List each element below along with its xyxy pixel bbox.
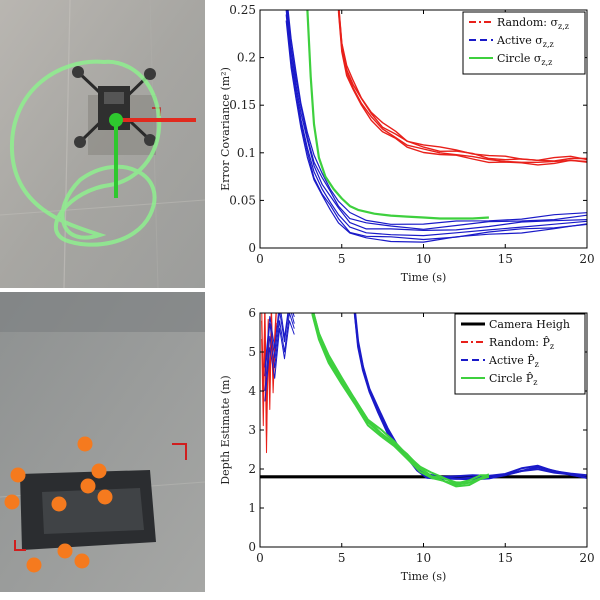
y-tick-label: 4 xyxy=(248,384,256,398)
x-axis-label: Time (s) xyxy=(401,570,447,583)
y-tick-label: 1 xyxy=(248,501,256,515)
drone-trajectory-photo xyxy=(0,0,205,288)
x-axis-label: Time (s) xyxy=(401,271,447,284)
x-tick-label: 5 xyxy=(338,252,346,266)
y-tick-label: 0.15 xyxy=(229,98,256,112)
series-line-2-0 xyxy=(264,313,295,392)
chart-series-group xyxy=(260,313,587,488)
legend-label: Active σz,z xyxy=(496,34,554,49)
feature-points-photo xyxy=(0,292,205,592)
legend-label: Circle P̂z xyxy=(489,372,538,387)
series-line-4-2 xyxy=(311,313,490,488)
x-tick-label: 20 xyxy=(579,252,594,266)
series-line-1-0 xyxy=(285,10,587,237)
y-tick-label: 5 xyxy=(248,345,256,359)
x-tick-label: 10 xyxy=(416,252,431,266)
series-line-0-2 xyxy=(337,11,587,166)
y-tick-label: 3 xyxy=(248,423,256,437)
series-line-4-3 xyxy=(312,313,489,485)
series-line-2-2 xyxy=(264,320,295,402)
x-tick-label: 5 xyxy=(338,551,346,565)
series-line-0-0 xyxy=(337,10,587,164)
series-line-2-3 xyxy=(264,313,295,368)
chart-series-group xyxy=(285,10,587,243)
legend-label: Active P̂z xyxy=(488,354,539,369)
x-tick-label: 10 xyxy=(416,551,431,565)
y-tick-label: 2 xyxy=(248,462,256,476)
series-line-2-0 xyxy=(306,10,489,220)
legend-label: Random: σz,z xyxy=(497,16,569,31)
drone-photo-illustration xyxy=(0,0,205,288)
error-covariance-chart: 0 5 10 15 20 0 0.05 0.1 0.15 0.2 0.25 Time (s) Error… xyxy=(219,3,595,284)
feature-point-markers xyxy=(4,436,113,573)
legend-label: Random: P̂z xyxy=(489,336,554,351)
y-tick-label: 0.1 xyxy=(237,146,256,160)
legend-box xyxy=(462,11,586,75)
y-tick-label: 0.25 xyxy=(229,3,256,17)
legend-label: Camera Heigh xyxy=(489,318,570,331)
series-line-1-1 xyxy=(286,10,587,231)
y-tick-label: 0 xyxy=(248,540,256,554)
x-tick-label: 0 xyxy=(256,551,264,565)
chart-legend: Random: σz,z Active σz,z Circle σz,z xyxy=(462,11,586,75)
legend-box xyxy=(454,313,586,395)
series-line-0-3 xyxy=(338,10,587,162)
y-axis-label: Depth Estimate (m) xyxy=(219,375,232,484)
series-line-1-4 xyxy=(285,20,587,243)
depth-estimate-chart: 0 5 10 15 20 0 1 2 3 4 5 6 Time (s) Depth Estimate (m… xyxy=(219,306,595,583)
y-tick-label: 0 xyxy=(248,241,256,255)
series-line-2-1 xyxy=(264,313,295,377)
chart-legend: Camera Heigh Random: P̂z Active P̂z Circle … xyxy=(454,313,586,395)
drone-icon xyxy=(72,66,156,148)
x-tick-label: 15 xyxy=(498,252,513,266)
y-axis-label: Error Covariance (m²) xyxy=(219,67,232,191)
x-tick-label: 20 xyxy=(579,551,594,565)
x-tick-label: 15 xyxy=(498,551,513,565)
x-tick-label: 0 xyxy=(256,252,264,266)
legend-label: Circle σz,z xyxy=(497,52,552,67)
series-line-1-5 xyxy=(287,10,587,225)
y-tick-label: 0.2 xyxy=(237,51,256,65)
y-tick-label: 6 xyxy=(248,306,256,320)
y-tick-label: 0.05 xyxy=(229,193,256,207)
feature-photo-illustration xyxy=(0,292,205,592)
